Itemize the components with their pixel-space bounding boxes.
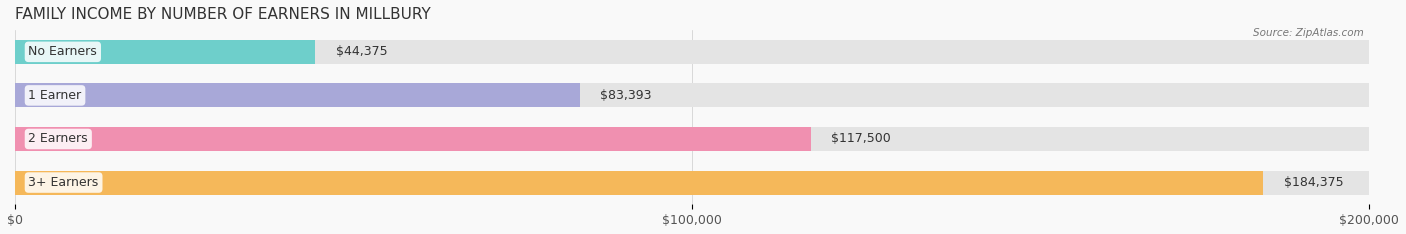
Text: 2 Earners: 2 Earners bbox=[28, 132, 89, 146]
Text: Source: ZipAtlas.com: Source: ZipAtlas.com bbox=[1253, 28, 1364, 38]
Bar bbox=[15, 84, 1369, 107]
Text: 3+ Earners: 3+ Earners bbox=[28, 176, 98, 189]
Text: $184,375: $184,375 bbox=[1284, 176, 1343, 189]
Bar bbox=[15, 40, 1369, 64]
Text: No Earners: No Earners bbox=[28, 45, 97, 58]
Text: 1 Earner: 1 Earner bbox=[28, 89, 82, 102]
Bar bbox=[15, 40, 315, 64]
Text: $83,393: $83,393 bbox=[600, 89, 651, 102]
Bar bbox=[15, 127, 1369, 151]
Bar bbox=[15, 171, 1369, 194]
Text: $117,500: $117,500 bbox=[831, 132, 890, 146]
Text: FAMILY INCOME BY NUMBER OF EARNERS IN MILLBURY: FAMILY INCOME BY NUMBER OF EARNERS IN MI… bbox=[15, 7, 430, 22]
Bar bbox=[15, 127, 810, 151]
Bar bbox=[15, 84, 579, 107]
Text: $44,375: $44,375 bbox=[336, 45, 387, 58]
Bar bbox=[15, 171, 1264, 194]
